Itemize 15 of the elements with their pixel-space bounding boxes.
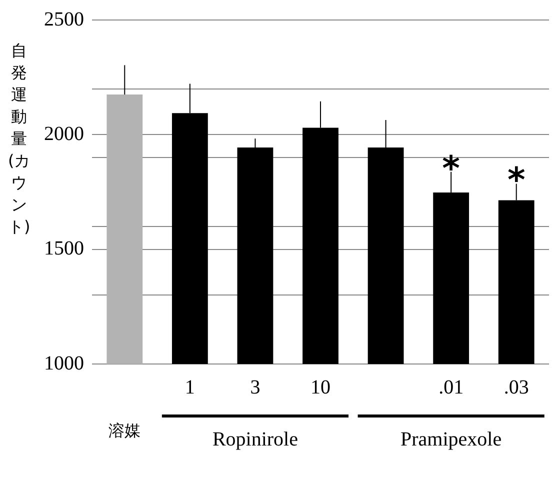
text: 溶媒 (108, 421, 141, 440)
annotation: * (442, 148, 460, 189)
y-tick-label: 2000 (44, 122, 84, 145)
x-tick-label: .01 (438, 376, 464, 398)
x-tick-label: .03 (504, 376, 529, 398)
annotation: * (507, 160, 526, 201)
x-tick-label: 3 (250, 376, 260, 398)
y-tick-label: 1000 (44, 352, 84, 374)
y-tick-label: 2500 (44, 8, 84, 30)
text: 自発運動量(カウント) (8, 41, 30, 236)
x-tick-label: 10 (310, 376, 330, 398)
text: Pramipexole (400, 428, 502, 450)
x-tick-label: 1 (184, 376, 195, 398)
text: Ropinirole (212, 428, 298, 450)
y-tick-label: 1500 (44, 238, 84, 260)
